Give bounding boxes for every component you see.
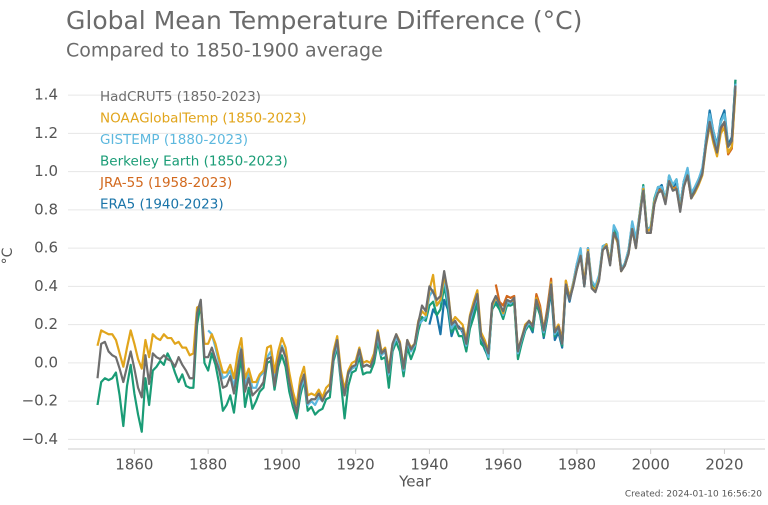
x-tick-label: 1860: [115, 456, 153, 474]
legend-entry: JRA-55 (1958-2023): [99, 175, 232, 191]
y-tick-label: 1.4: [34, 86, 58, 104]
series-line: [428, 79, 737, 359]
legend-entry: NOAAGlobalTemp (1850-2023): [100, 111, 307, 127]
chart-title: Global Mean Temperature Difference (°C): [66, 6, 582, 35]
y-tick-label: −0.4: [22, 430, 58, 448]
y-axis-label: °C: [0, 247, 16, 264]
x-tick-label: 1900: [263, 456, 301, 474]
y-tick-label: 0.2: [34, 315, 58, 333]
x-tick-label: 1940: [410, 456, 448, 474]
x-axis-label: Year: [398, 473, 432, 491]
y-tick-label: 0.6: [34, 239, 58, 257]
x-tick-label: 1920: [337, 456, 375, 474]
legend-entry: HadCRUT5 (1850-2023): [100, 89, 261, 105]
x-tick-label: 1880: [189, 456, 227, 474]
y-tick-label: 0.8: [34, 200, 58, 218]
y-tick-label: 0.0: [34, 353, 58, 371]
y-tick-label: 1.2: [34, 124, 58, 142]
x-tick-label: 2000: [632, 456, 670, 474]
y-tick-label: −0.2: [22, 392, 58, 410]
y-tick-label: 1.0: [34, 162, 58, 180]
legend-entry: GISTEMP (1880-2023): [100, 132, 248, 148]
series-line: [96, 85, 737, 414]
x-tick-label: 1960: [484, 456, 522, 474]
chart-subtitle: Compared to 1850-1900 average: [66, 40, 383, 62]
legend-entry: ERA5 (1940-2023): [100, 197, 224, 213]
series-line: [494, 87, 737, 359]
x-tick-label: 1980: [558, 456, 596, 474]
footnote: Created: 2024-01-10 16:56:20: [625, 490, 762, 500]
legend-entry: Berkeley Earth (1850-2023): [100, 154, 288, 170]
x-tick-label: 2020: [705, 456, 743, 474]
y-tick-label: 0.4: [34, 277, 58, 295]
